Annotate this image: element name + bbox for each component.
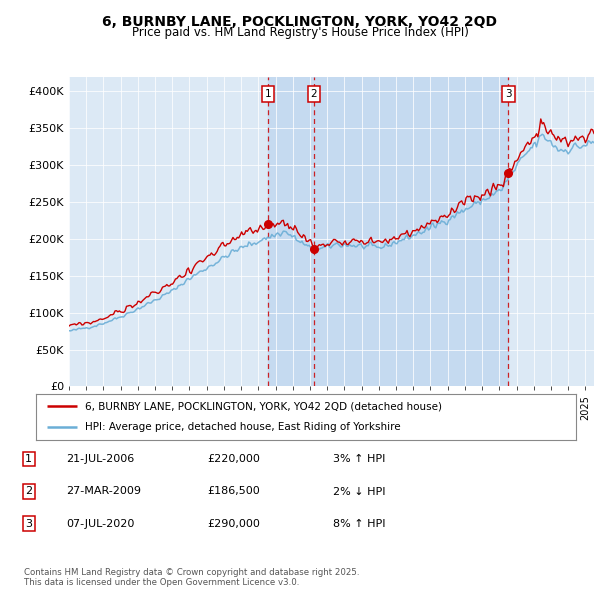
Text: 2: 2	[25, 487, 32, 496]
Text: 3: 3	[25, 519, 32, 529]
Text: £220,000: £220,000	[207, 454, 260, 464]
Text: 2: 2	[311, 88, 317, 99]
Text: Price paid vs. HM Land Registry's House Price Index (HPI): Price paid vs. HM Land Registry's House …	[131, 26, 469, 39]
Bar	[314, 77, 508, 386]
Text: 2% ↓ HPI: 2% ↓ HPI	[333, 487, 386, 496]
Bar	[268, 77, 314, 386]
Text: 8% ↑ HPI: 8% ↑ HPI	[333, 519, 386, 529]
Text: 21-JUL-2006: 21-JUL-2006	[66, 454, 134, 464]
Text: Contains HM Land Registry data © Crown copyright and database right 2025.
This d: Contains HM Land Registry data © Crown c…	[24, 568, 359, 587]
Text: HPI: Average price, detached house, East Riding of Yorkshire: HPI: Average price, detached house, East…	[85, 422, 400, 432]
Text: 1: 1	[25, 454, 32, 464]
Text: 1: 1	[265, 88, 271, 99]
Text: 3% ↑ HPI: 3% ↑ HPI	[333, 454, 385, 464]
Text: 07-JUL-2020: 07-JUL-2020	[66, 519, 134, 529]
Text: £186,500: £186,500	[207, 487, 260, 496]
Text: 6, BURNBY LANE, POCKLINGTON, YORK, YO42 2QD (detached house): 6, BURNBY LANE, POCKLINGTON, YORK, YO42 …	[85, 401, 442, 411]
Text: 27-MAR-2009: 27-MAR-2009	[66, 487, 141, 496]
Text: 3: 3	[505, 88, 512, 99]
Text: 6, BURNBY LANE, POCKLINGTON, YORK, YO42 2QD: 6, BURNBY LANE, POCKLINGTON, YORK, YO42 …	[103, 15, 497, 30]
Text: £290,000: £290,000	[207, 519, 260, 529]
